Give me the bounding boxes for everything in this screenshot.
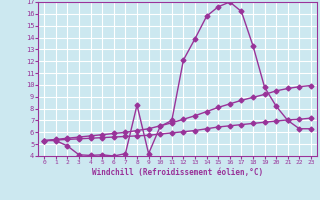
X-axis label: Windchill (Refroidissement éolien,°C): Windchill (Refroidissement éolien,°C) — [92, 168, 263, 177]
